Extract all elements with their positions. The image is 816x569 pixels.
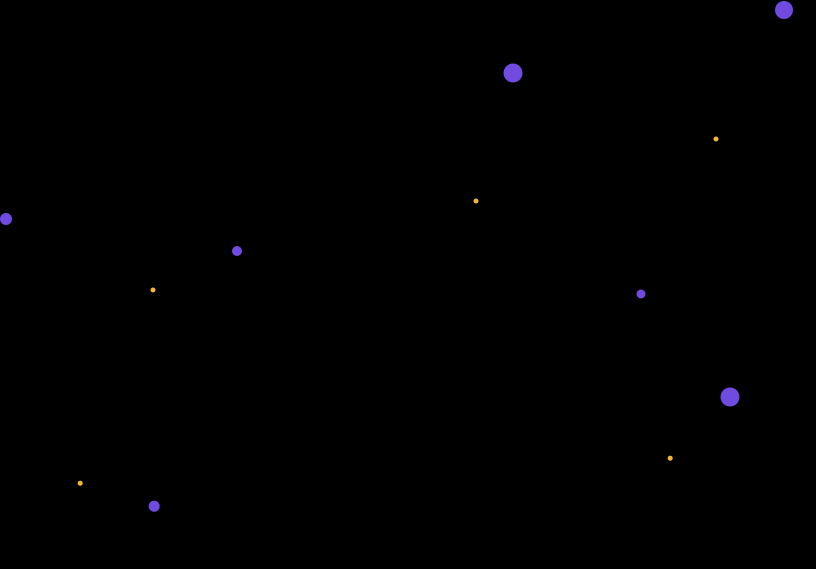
purple-dot[interactable] <box>503 63 523 83</box>
purple-dot[interactable] <box>232 246 242 256</box>
purple-dot[interactable] <box>0 213 12 225</box>
yellow-dot[interactable] <box>150 287 156 293</box>
yellow-dot[interactable] <box>77 480 83 486</box>
purple-dot[interactable] <box>720 387 740 407</box>
purple-dot[interactable] <box>636 289 646 299</box>
yellow-dot[interactable] <box>667 455 673 461</box>
yellow-dot[interactable] <box>473 198 479 204</box>
yellow-dot[interactable] <box>713 136 719 142</box>
purple-dot[interactable] <box>775 1 793 19</box>
purple-dot[interactable] <box>148 500 160 512</box>
